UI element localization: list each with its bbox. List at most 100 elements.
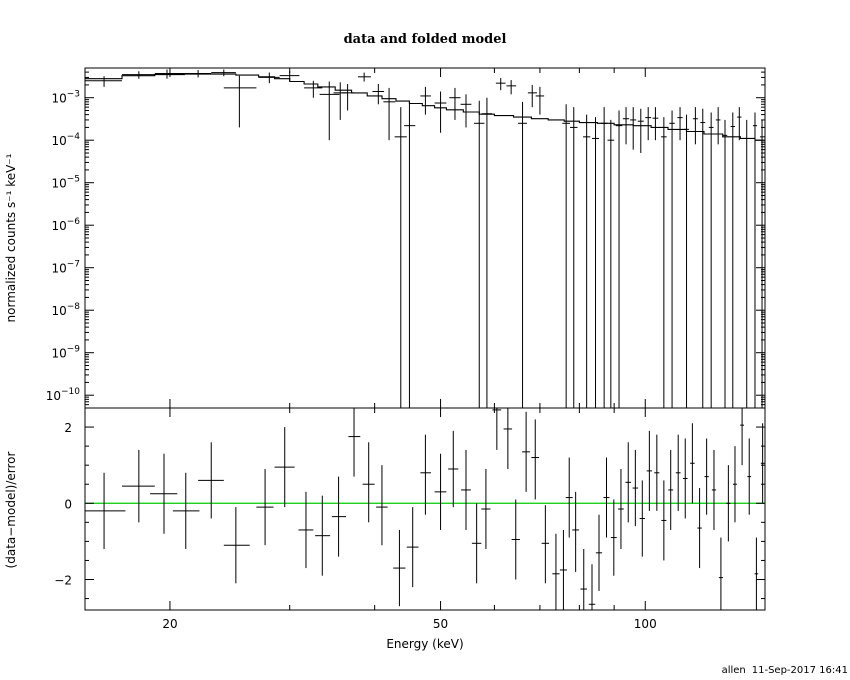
- residual-point: [625, 442, 632, 523]
- residual-point: [632, 449, 639, 527]
- spectrum-data-point: [211, 69, 236, 77]
- spectrum-data-point: [669, 110, 675, 408]
- spectrum-data-point: [404, 103, 416, 408]
- residual-point: [754, 537, 759, 610]
- residual-point: [448, 430, 459, 508]
- residual-point: [274, 427, 295, 508]
- spectrum-data-point: [592, 117, 599, 408]
- residuals-y-tick-labels: −2 0 2: [54, 421, 72, 587]
- residual-point: [572, 491, 579, 572]
- residual-point: [256, 468, 274, 546]
- spectrum-data-point: [715, 107, 721, 145]
- residual-point: [646, 430, 652, 511]
- spectrum-data-point: [184, 69, 212, 78]
- spectrum-data-point: [121, 71, 155, 79]
- spectrum-data-point: [622, 107, 630, 145]
- spectrum-data-point: [607, 119, 615, 408]
- y-tick-mantissa: 10: [51, 92, 66, 106]
- y-tick-exponent: −8: [67, 302, 81, 312]
- spectrum-data-point: [304, 80, 323, 98]
- residual-point: [503, 408, 513, 469]
- residual-point: [682, 438, 688, 519]
- residual-point: [531, 419, 540, 500]
- spectrum-data-point: [434, 91, 447, 133]
- spectrum-data-point: [569, 107, 578, 408]
- y-tick-label: 10−3: [51, 90, 80, 106]
- residual-point: [121, 449, 155, 523]
- residual-point: [376, 465, 388, 546]
- spectrum-data-point: [527, 84, 537, 108]
- y-tick-mantissa: 10: [51, 177, 66, 191]
- spectrum-data-point: [677, 107, 683, 141]
- residual-point: [603, 457, 610, 538]
- residual-point: [711, 449, 717, 530]
- y-tick-exponent: −7: [67, 260, 80, 270]
- y-tick-mantissa: 10: [51, 304, 66, 318]
- y-tick-mantissa: 10: [51, 134, 66, 148]
- spectrum-axis-ticks: [85, 67, 766, 408]
- spectrum-data-points: [85, 69, 765, 408]
- energy-x-tick-labels: 20 50 100: [162, 617, 656, 631]
- residual-point: [541, 505, 550, 584]
- spectrum-data-point: [535, 86, 545, 115]
- y-tick-mantissa: 10: [51, 347, 66, 361]
- spectrum-data-point: [319, 81, 340, 141]
- spectrum-data-point: [637, 108, 644, 153]
- spectrum-data-point: [645, 107, 652, 141]
- residual-point: [223, 507, 250, 584]
- spectrum-data-point: [372, 84, 385, 105]
- y-tick-exponent: −6: [67, 217, 81, 227]
- y-tick-mantissa: 10: [51, 262, 66, 276]
- spectrum-data-point: [495, 78, 506, 91]
- chart-title: data and folded model: [344, 32, 507, 47]
- x-tick-label: 100: [634, 617, 657, 631]
- spectrum-data-point: [652, 107, 659, 141]
- y-tick-label: 10−4: [51, 132, 80, 148]
- residual-point: [610, 499, 617, 576]
- spectrum-data-point: [420, 86, 431, 115]
- residual-point: [471, 503, 482, 584]
- spectrum-data-point: [481, 97, 492, 408]
- residual-point: [740, 408, 744, 466]
- spectrum-data-point: [506, 80, 517, 95]
- residual-point: [172, 472, 200, 550]
- spectrum-panel-frame: [84, 67, 766, 409]
- y-tick-mantissa: 10: [46, 389, 61, 403]
- residual-point: [406, 507, 419, 588]
- x-tick-label: 20: [162, 617, 177, 631]
- spectrum-data-point: [737, 107, 742, 141]
- spectrum-data-point: [383, 87, 396, 141]
- spectrum-y-axis-label: normalized counts s⁻¹ keV⁻¹: [4, 153, 18, 322]
- spectrum-data-point: [722, 119, 728, 408]
- residual-point: [704, 438, 709, 515]
- residual-point: [718, 537, 723, 610]
- y-tick-label: 10−10: [46, 387, 81, 403]
- residual-point: [675, 434, 681, 511]
- y-tick-exponent: −4: [67, 132, 81, 142]
- residual-point: [198, 442, 224, 519]
- y-tick-label: 0: [64, 497, 72, 511]
- y-tick-exponent: −9: [67, 345, 81, 355]
- spectrum-data-point: [562, 104, 570, 408]
- y-tick-mantissa: 10: [51, 219, 66, 233]
- residual-point: [362, 442, 375, 523]
- spectrum-data-point: [744, 119, 749, 408]
- spectrum-data-point: [600, 107, 608, 408]
- spectrum-data-point: [615, 110, 623, 408]
- residual-point: [661, 480, 667, 561]
- spectrum-data-point: [708, 112, 714, 408]
- spectrum-data-point: [683, 114, 690, 408]
- energy-x-axis-label: Energy (keV): [386, 637, 463, 651]
- residual-point: [315, 495, 331, 576]
- residual-point: [348, 408, 361, 477]
- residual-point: [511, 499, 520, 580]
- spectrum-data-point: [154, 69, 185, 79]
- residual-point: [492, 408, 502, 450]
- y-tick-label: 2: [64, 421, 72, 435]
- y-tick-exponent: −10: [61, 387, 80, 397]
- residual-points: [85, 408, 765, 610]
- y-tick-label: 10−9: [51, 345, 80, 361]
- spectrum-data-point: [394, 107, 407, 408]
